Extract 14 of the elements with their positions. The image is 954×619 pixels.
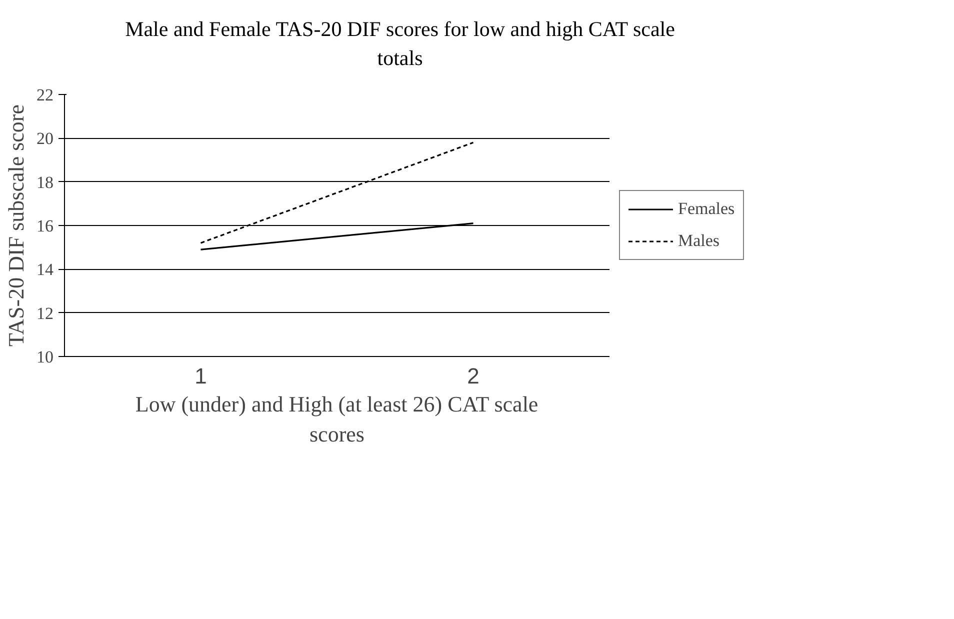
x-tick-label: 2 [467,363,480,388]
chart-title: Male and Female TAS-20 DIF scores for low and high CAT scale totals [124,16,676,72]
x-tick-label: 1 [194,363,207,388]
legend-label: Females [678,198,735,219]
y-tick-label: 10 [36,347,54,366]
y-tick-label: 14 [36,260,54,279]
y-tick-label: 22 [36,85,54,104]
y-tick-label: 20 [36,128,54,148]
y-tick-label: 12 [36,304,54,323]
x-axis-title: Low (under) and High (at least 26) CAT scale scores [135,391,538,446]
y-tick-label: 18 [36,172,54,192]
legend-label: Males [678,230,720,251]
y-tick-label: 16 [36,216,54,236]
y-axis-title: TAS-20 DIF subscale score [4,104,28,346]
